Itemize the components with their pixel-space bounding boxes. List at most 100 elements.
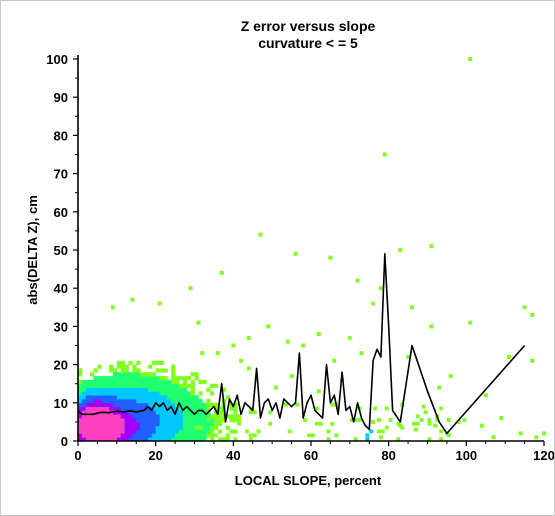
density-cell [357, 418, 362, 422]
density-cell [81, 429, 87, 434]
outlier-point [157, 301, 162, 306]
density-cell [151, 414, 157, 419]
density-cell [365, 437, 370, 441]
density-cell [412, 421, 416, 426]
density-cell [140, 395, 145, 400]
density-cell [81, 433, 87, 438]
density-cell [136, 410, 141, 415]
density-cell [112, 387, 118, 392]
density-cell [124, 383, 129, 388]
density-cell [147, 418, 153, 423]
density-cell [206, 414, 211, 419]
density-cell [116, 387, 122, 392]
density-cell [179, 376, 184, 381]
density-cell [120, 418, 125, 423]
density-cell [132, 364, 137, 369]
density-cell [81, 387, 87, 392]
density-cell [202, 418, 207, 423]
density-cell [427, 418, 432, 422]
density-cell [151, 399, 157, 404]
density-cell [190, 383, 195, 388]
density-cell [89, 414, 94, 419]
density-cell [105, 414, 110, 419]
density-cell [237, 414, 242, 419]
density-cell [101, 391, 106, 396]
density-cell [120, 437, 125, 442]
density-cell [171, 376, 176, 381]
density-cell [334, 433, 339, 438]
density-cell [179, 399, 184, 404]
density-cell [229, 429, 234, 434]
outlier-point [316, 389, 321, 394]
density-cell [140, 387, 145, 392]
density-cell [132, 399, 137, 404]
density-cell [221, 418, 226, 423]
density-cell [182, 387, 188, 392]
density-cell [202, 437, 207, 442]
density-cell [109, 379, 114, 385]
density-cell [151, 391, 157, 396]
density-cell [109, 406, 114, 411]
density-cell [109, 395, 114, 400]
density-cell [198, 379, 203, 385]
outlier-point [468, 57, 473, 61]
density-cell [190, 418, 195, 423]
density-cell [225, 437, 230, 442]
density-cell [175, 429, 180, 434]
density-cell [159, 410, 164, 415]
density-cell [159, 387, 164, 392]
density-cell [101, 418, 106, 423]
density-cell [163, 410, 168, 415]
density-cell [163, 429, 168, 434]
density-cell [198, 433, 203, 438]
density-cell [171, 402, 176, 407]
outlier-point [542, 431, 546, 436]
density-cell [89, 410, 94, 415]
density-cell [190, 402, 195, 407]
density-cell [167, 418, 172, 423]
density-cell [132, 437, 137, 442]
outlier-point [534, 435, 539, 440]
density-cell [182, 410, 188, 415]
density-cell [136, 429, 141, 434]
density-cell [198, 402, 203, 407]
density-cell [116, 391, 122, 396]
density-cell [175, 391, 180, 396]
density-cell [198, 391, 203, 396]
density-cell [186, 425, 191, 430]
density-cell [132, 379, 137, 385]
density-cell [116, 395, 122, 400]
density-cell [128, 402, 133, 407]
density-cell [210, 421, 215, 427]
density-cell [155, 395, 160, 400]
density-cell [206, 402, 211, 407]
density-cell [78, 399, 83, 404]
density-cell [155, 399, 160, 404]
density-cell [85, 399, 91, 404]
outlier-point [215, 351, 220, 356]
outlier-point [347, 335, 352, 340]
density-cell [268, 410, 273, 415]
density-cell [112, 402, 118, 407]
density-cell [182, 376, 188, 381]
density-cell [78, 383, 83, 388]
density-cell [225, 395, 230, 400]
density-cell [128, 379, 133, 385]
x-tick-label: 60 [304, 448, 318, 463]
outlier-point [266, 324, 271, 329]
density-cell [194, 395, 199, 400]
density-cell [78, 379, 83, 385]
density-cell [225, 433, 230, 438]
density-cell [140, 437, 145, 442]
density-cell [78, 387, 83, 392]
density-cell [159, 425, 164, 430]
density-cell [171, 425, 176, 430]
density-cell [78, 418, 83, 423]
density-cell [124, 429, 129, 434]
mean-line-layer [77, 253, 526, 435]
outlier-point [530, 358, 535, 363]
chart-subtitle: curvature < = 5 [258, 35, 358, 51]
density-cell [93, 414, 98, 419]
density-cell [89, 437, 94, 442]
outlier-point [254, 377, 259, 382]
